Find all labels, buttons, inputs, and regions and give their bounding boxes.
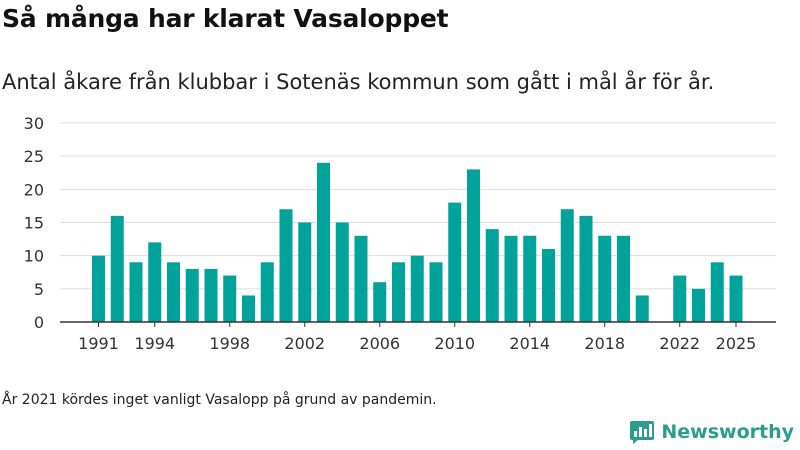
bar [317,162,330,322]
footnote: År 2021 kördes inget vanligt Vasalopp på… [2,392,437,408]
bar [467,169,480,322]
bar [710,262,724,322]
bar [392,262,405,322]
y-tick-label: 25 [24,147,44,166]
x-tick-label: 2025 [716,334,757,353]
bar [448,202,462,322]
bar [410,255,424,322]
bar [542,249,555,322]
y-tick-label: 15 [24,214,44,233]
bar [223,275,237,322]
bar [429,262,443,322]
bar [242,295,255,322]
bar [635,295,649,322]
x-tick-label: 2010 [434,334,475,353]
bar [579,215,593,322]
bar-chart-logo-icon [630,421,655,444]
bar [185,268,199,322]
x-tick-label: 1994 [134,334,175,353]
bar [167,262,180,322]
y-tick-label: 0 [34,313,44,332]
chart-subtitle: Antal åkare från klubbar i Sotenäs kommu… [2,70,715,94]
bar [560,209,574,322]
bar [335,222,349,322]
chart-title: Så många har klarat Vasaloppet [2,4,449,33]
bar [148,242,162,322]
x-tick-label: 2018 [584,334,625,353]
bar [598,235,612,322]
bar [485,229,499,322]
x-tick-label: 1998 [209,334,250,353]
y-tick-label: 10 [24,247,44,266]
bar [523,235,537,322]
bar [504,235,518,322]
y-tick-label: 5 [34,280,44,299]
bar [92,255,105,322]
x-tick-label: 1991 [78,334,119,353]
bar [110,215,124,322]
bar [298,222,312,322]
bar [692,288,705,322]
bar [260,262,274,322]
x-tick-label: 2022 [659,334,700,353]
bar [373,282,387,322]
brand-name: Newsworthy [661,421,794,443]
x-tick-label: 2014 [509,334,550,353]
bar [673,275,687,322]
bar [354,235,368,322]
y-tick-label: 30 [24,114,44,133]
bar [279,209,293,322]
bar [729,275,743,322]
bar [204,268,218,322]
y-tick-label: 20 [24,180,44,199]
x-tick-label: 2006 [359,334,400,353]
bar [129,262,143,322]
brand-logo: Newsworthy [629,419,794,445]
bar [617,235,630,322]
x-tick-label: 2002 [284,334,325,353]
